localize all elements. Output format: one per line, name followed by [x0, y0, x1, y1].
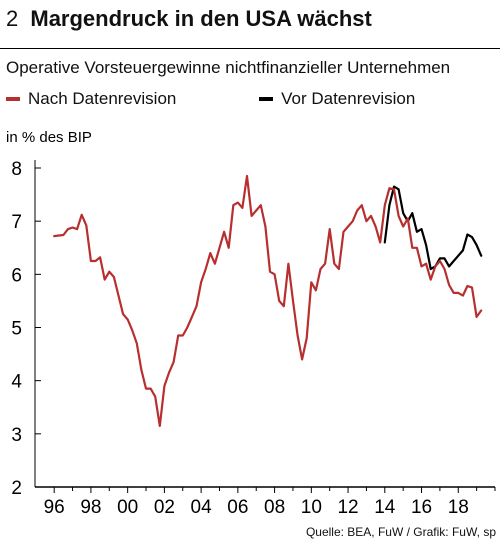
y-axis-title: in % des BIP	[6, 129, 92, 146]
chart-header: 2 Margendruck in den USA wächst	[6, 6, 372, 32]
x-tick-label: 04	[191, 497, 213, 518]
chart-axes: 2 3 4 5 6 7 8 96 98 00 02 04 06 08 10 12 14 16 18	[11, 159, 496, 518]
x-tick-label: 10	[301, 497, 322, 518]
x-tick-label: 14	[374, 497, 396, 518]
y-tick-label: 5	[11, 319, 22, 340]
chart-subtitle: Operative Vorsteuergewinne nichtfinanzie…	[6, 58, 451, 77]
series-line-nach-datenrevision	[53, 174, 483, 427]
x-tick-label: 12	[337, 497, 358, 518]
legend-label-before: Vor Datenrevision	[281, 89, 416, 108]
legend-swatch-before	[259, 97, 274, 101]
x-tick-label: 00	[117, 497, 138, 518]
y-tick-label: 3	[11, 425, 22, 446]
chart-number: 2	[6, 6, 19, 31]
legend-swatch-revised	[6, 97, 20, 101]
legend-item-before: Vor Datenrevision	[259, 89, 415, 109]
top-rule	[0, 48, 500, 49]
source-note: Quelle: BEA, FuW / Grafik: FuW, sp	[305, 525, 496, 539]
y-tick-label: 4	[11, 372, 22, 393]
chart-series	[53, 174, 483, 427]
series-line-vor-datenrevision	[383, 185, 483, 271]
x-tick-label: 06	[227, 497, 248, 518]
x-tick-label: 18	[448, 497, 469, 518]
y-tick-label: 8	[11, 159, 22, 180]
x-tick-label: 02	[154, 497, 175, 518]
y-tick-label: 2	[11, 478, 22, 499]
x-tick-label: 96	[44, 497, 65, 518]
y-tick-label: 6	[11, 265, 22, 286]
legend-item-revised: Nach Datenrevision	[6, 89, 176, 109]
y-tick-label: 7	[11, 212, 22, 233]
x-tick-label: 16	[411, 497, 432, 518]
x-tick-label: 98	[80, 497, 101, 518]
chart-title: Margendruck in den USA wächst	[30, 6, 372, 31]
legend-label-revised: Nach Datenrevision	[28, 89, 177, 108]
legend: Nach Datenrevision Vor Datenrevision	[6, 86, 493, 109]
x-tick-label: 08	[264, 497, 285, 518]
